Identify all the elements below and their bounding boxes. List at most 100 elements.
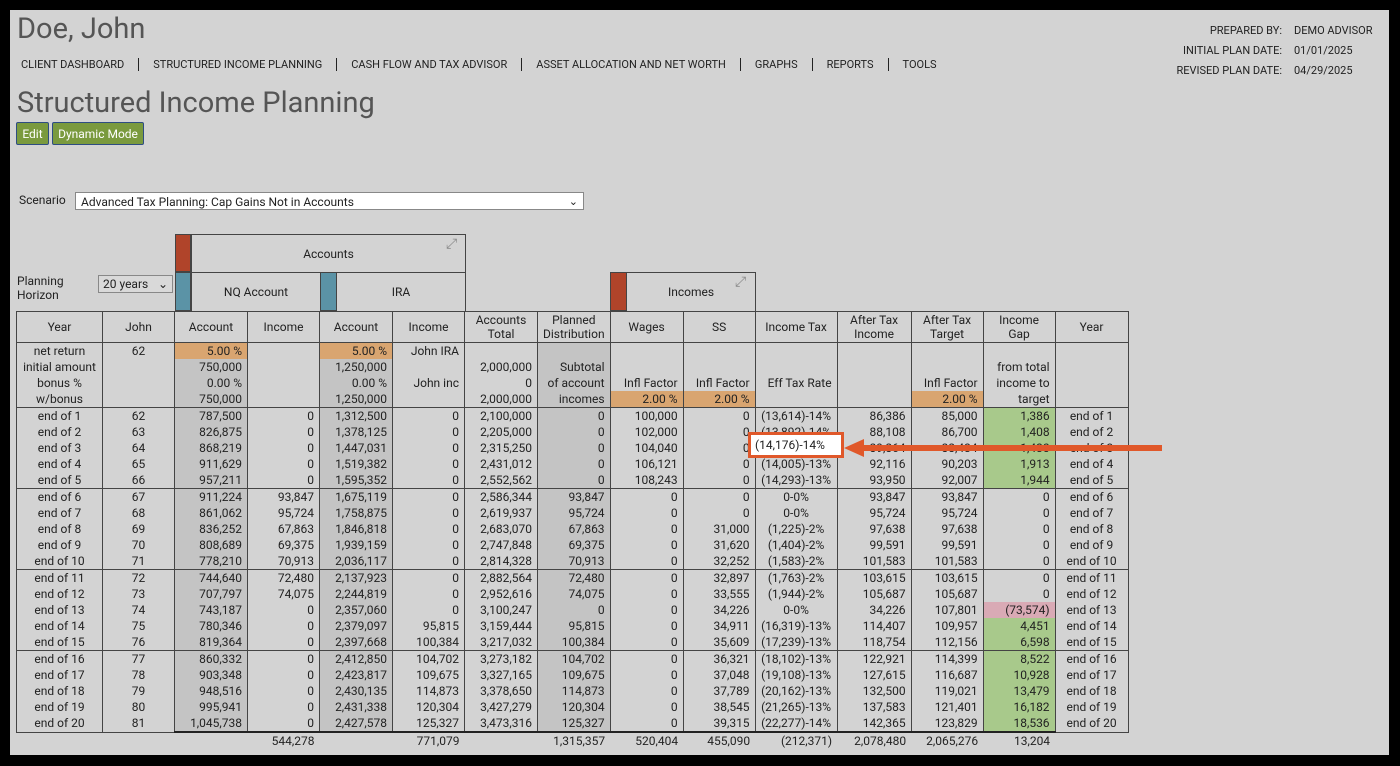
table-cell: 79 [102,683,175,699]
table-cell: end of 3 [16,440,103,456]
rate-input-cell[interactable]: 2.00 % [610,391,684,408]
table-cell: 2,683,070 [464,521,538,537]
table-cell: 0 [537,424,611,440]
table-cell: 95,815 [537,618,611,634]
table-row: end of 10 71 778,210 70,913 2,036,117 0 2,814,… [16,553,1129,570]
param-cell: Eff Tax Rate [755,375,838,391]
scenario-select[interactable]: Advanced Tax Planning: Cap Gains Not in … [75,192,584,210]
table-row: end of 2 63 826,875 0 1,378,125 0 2,205,000 0 10… [16,424,1129,440]
table-cell: 101,583 [837,553,912,570]
nav-structured-income-planning[interactable]: STRUCTURED INCOME PLANNING [153,58,323,71]
nav-reports[interactable]: REPORTS [826,58,874,71]
param-cell [837,359,912,375]
table-cell: 0 [610,650,684,667]
param-cell [247,359,320,375]
incomes-group-label: Incomes [667,285,715,299]
table-cell: 67,863 [247,521,320,537]
total-cell [319,731,393,749]
table-cell: 35,609 [683,634,756,651]
ira-header: IRA [336,272,466,312]
table-cell: 1,595,352 [319,472,393,489]
column-header: Income [247,311,320,343]
table-cell: 0 [392,569,465,586]
nav-tools[interactable]: TOOLS [902,58,937,71]
table-row: end of 13 74 743,187 0 2,357,060 0 3,100,247 0 0… [16,602,1129,618]
table-cell: 957,211 [174,472,248,489]
table-cell: 63 [102,424,175,440]
table-cell: end of 1 [1055,407,1129,424]
total-cell: 2,065,276 [911,731,984,749]
param-cell: of account [537,375,611,391]
table-cell: end of 11 [1055,569,1129,586]
table-cell: 3,159,444 [464,618,538,634]
table-cell: 0 [392,553,465,570]
table-cell: 102,000 [610,424,684,440]
param-cell [102,375,175,391]
rate-input-cell[interactable]: 5.00 % [319,342,393,359]
table-cell: 142,365 [837,715,912,733]
table-cell: 0 [983,553,1056,570]
table-cell: 0 [610,553,684,570]
nav-client-dashboard[interactable]: CLIENT DASHBOARD [21,58,125,71]
table-cell: end of 14 [16,618,103,634]
table-cell: 95,815 [392,618,465,634]
table-cell: end of 20 [16,715,103,733]
table-cell: 81 [102,715,175,733]
table-cell: end of 15 [1055,634,1129,651]
table-cell: 121,401 [911,699,984,715]
collapse-icon[interactable]: ⤢ [446,236,458,252]
table-cell: 109,675 [537,667,611,683]
table-cell: 0 [683,505,756,521]
column-header: Year [1054,311,1129,343]
table-cell: 105,687 [911,586,984,602]
nav-graphs[interactable]: GRAPHS [754,58,798,71]
table-cell: end of 20 [1055,715,1129,733]
dynamic-mode-button[interactable]: Dynamic Mode [52,122,144,145]
planning-horizon-select[interactable]: 20 years ⌄ [98,275,173,293]
table-cell: 0 [247,602,320,618]
rate-input-cell[interactable]: 2.00 % [683,391,756,408]
table-cell: end of 6 [16,488,103,505]
param-cell: 0.00 % [174,375,248,391]
table-cell: 106,121 [610,456,684,472]
rate-input-cell[interactable]: 5.00 % [174,342,248,359]
param-cell: 750,000 [174,359,248,375]
edit-button[interactable]: Edit [16,122,49,145]
table-cell: end of 5 [16,472,103,489]
table-cell: 0 [683,488,756,505]
table-cell: 38,545 [683,699,756,715]
table-cell: 0 [610,521,684,537]
table-cell: end of 14 [1055,618,1129,634]
table-cell: 0 [247,407,320,424]
table-cell: 62 [102,407,175,424]
total-cell [1055,732,1128,749]
table-cell: 2,586,344 [464,488,538,505]
param-cell: income to [983,375,1056,391]
param-cell [837,342,912,359]
table-cell: 112,156 [911,634,984,651]
rate-input-cell[interactable]: 2.00 % [911,391,984,408]
main-nav: CLIENT DASHBOARD STRUCTURED INCOME PLANN… [21,58,937,71]
table-cell: end of 2 [16,424,103,440]
total-cell [103,732,175,749]
table-cell: 0 [392,424,465,440]
table-cell: 13,479 [983,683,1056,699]
table-cell: 2,619,937 [464,505,538,521]
param-cell [755,359,838,375]
horizon-label-line2: Horizon [17,288,59,302]
table-cell: 93,847 [537,488,611,505]
table-cell: 3,473,316 [464,715,538,733]
table-cell: 0 [610,715,684,733]
table-cell: 0 [983,521,1056,537]
nav-separator [811,58,813,71]
param-cell [1055,359,1129,375]
horizon-label-line1: Planning [17,274,64,288]
param-cell: 62 [102,342,175,359]
nav-cash-flow-tax-advisor[interactable]: CASH FLOW AND TAX ADVISOR [351,58,508,71]
collapse-icon[interactable]: ⤢ [735,274,747,290]
meta-value: DEMO ADVISOR [1294,23,1373,37]
column-header: Income Tax [754,311,838,343]
nav-asset-allocation[interactable]: ASSET ALLOCATION AND NET WORTH [536,58,726,71]
table-cell: 103,615 [911,569,984,586]
meta-value: 04/29/2025 [1294,63,1353,77]
